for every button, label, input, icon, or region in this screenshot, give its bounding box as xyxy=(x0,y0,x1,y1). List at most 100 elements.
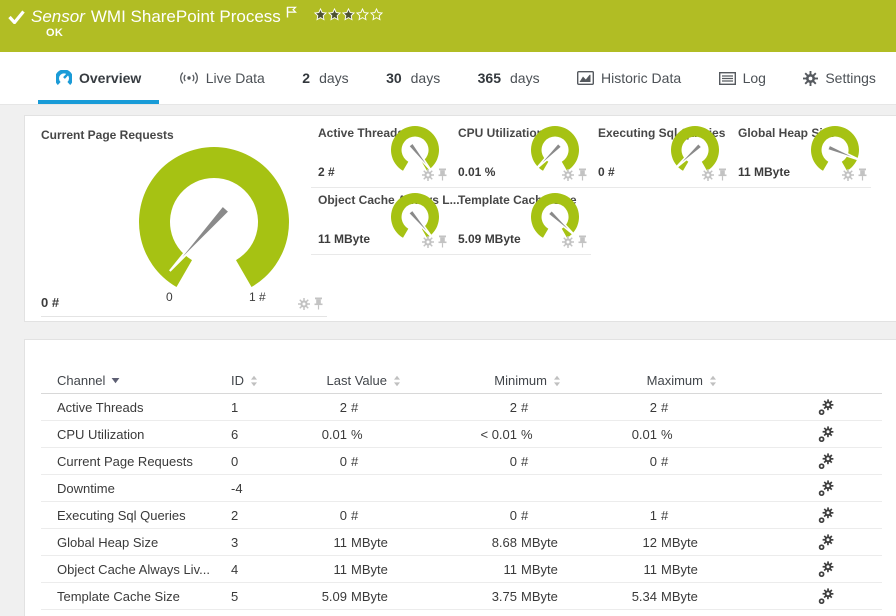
star-filled-icon[interactable] xyxy=(313,6,328,25)
maximum-number: 12 xyxy=(642,534,657,550)
minimum-unit: % xyxy=(521,426,533,442)
minimum-number: 0 xyxy=(509,453,517,469)
tab-label: Live Data xyxy=(205,70,265,86)
gauge xyxy=(528,123,582,182)
minimum-number: 8.68 xyxy=(491,534,517,550)
tab-label: Historic Data xyxy=(601,70,682,86)
maximum-number: 2 xyxy=(649,399,657,415)
gauge-title: Active Threads xyxy=(318,126,405,140)
maximum-unit: MByte xyxy=(661,534,698,550)
star-empty-icon[interactable] xyxy=(369,6,384,25)
overview-gauge-panel: Current Page Requests 0 1 # 0 # Active T… xyxy=(24,115,896,322)
gauge-pin-icon[interactable] xyxy=(718,168,727,186)
channel-name: Active Threads xyxy=(57,399,144,415)
gauge-pin-icon[interactable] xyxy=(578,235,587,253)
column-header-minimum[interactable]: Minimum xyxy=(401,373,561,388)
table-row: CPU Utilization 6 0.01% < 0.01% 0.01% xyxy=(41,421,882,448)
gauge xyxy=(528,190,582,249)
gauge-settings-gear-icon[interactable] xyxy=(422,235,434,253)
gauge-pin-icon[interactable] xyxy=(314,297,323,315)
gauge-pin-icon[interactable] xyxy=(438,235,447,253)
gear-icon xyxy=(803,70,819,86)
tab-days[interactable]: 365 days xyxy=(460,52,558,104)
gauge-actions xyxy=(842,168,867,186)
minimum-unit: MByte xyxy=(521,534,558,550)
channel-settings-icon[interactable] xyxy=(818,506,834,523)
table-row: Object Cache Always Liv... 4 11 MByte 11 MByt… xyxy=(41,556,882,583)
channel-settings-icon[interactable] xyxy=(818,587,834,604)
title-prefix: Sensor xyxy=(31,7,85,26)
tab-live-data[interactable]: Live Data xyxy=(161,52,283,104)
gauge-settings-gear-icon[interactable] xyxy=(702,168,714,186)
column-label: ID xyxy=(231,373,244,388)
gauge-cell-executing-sql-queries: Executing Sql Queries 0 # xyxy=(591,121,731,188)
tab-days[interactable]: 2 days xyxy=(284,52,366,104)
channel-name: Global Heap Size xyxy=(57,534,159,550)
column-header-channel[interactable]: Channel xyxy=(57,373,231,388)
star-filled-icon[interactable] xyxy=(341,6,356,25)
sort-both-icon xyxy=(250,375,258,387)
last-value-unit: MByte xyxy=(351,561,388,577)
gauge-icon xyxy=(56,70,72,86)
channel-settings-icon[interactable] xyxy=(818,425,834,442)
maximum-number: 1 xyxy=(649,507,657,523)
channel-settings-icon[interactable] xyxy=(818,479,834,496)
column-header-last-value[interactable]: Last Value xyxy=(291,373,401,388)
sensor-name: WMI SharePoint Process xyxy=(90,7,281,26)
gauge-actions xyxy=(562,168,587,186)
maximum-number: 11 xyxy=(643,561,658,577)
gauge-settings-gear-icon[interactable] xyxy=(842,168,854,186)
star-empty-icon[interactable] xyxy=(355,6,370,25)
channel-name: Object Cache Always Liv... xyxy=(57,561,210,577)
last-value-unit: # xyxy=(351,399,359,415)
table-row: Template Cache Size 5 5.09 MByte 3.75 MByte 5.… xyxy=(41,583,882,610)
last-value-number: 11 xyxy=(333,534,348,550)
tab-historic-data[interactable]: Historic Data xyxy=(559,52,699,104)
minimum-number: < 0.01 xyxy=(480,426,517,442)
gauge-value: 11 MByte xyxy=(318,232,371,246)
tab-settings[interactable]: Settings xyxy=(785,52,894,104)
primary-gauge-cell: Current Page Requests 0 1 # 0 # xyxy=(41,124,327,317)
maximum-number: 0.01 xyxy=(631,426,657,442)
last-value-number: 0 xyxy=(339,507,347,523)
gauge-cell-template-cache-size: Template Cache Size 5.09 MByte xyxy=(451,188,591,255)
gauge-settings-gear-icon[interactable] xyxy=(298,297,310,315)
gauge-actions xyxy=(562,235,587,253)
tab-log[interactable]: Log xyxy=(701,52,784,104)
channel-id: 4 xyxy=(231,561,239,577)
table-row: Executing Sql Queries 2 0 #0 #1 # xyxy=(41,502,882,529)
gauge-pin-icon[interactable] xyxy=(578,168,587,186)
channel-settings-icon[interactable] xyxy=(818,560,834,577)
flag-icon[interactable] xyxy=(286,3,297,22)
channel-settings-icon[interactable] xyxy=(818,398,834,415)
gauge-settings-gear-icon[interactable] xyxy=(562,235,574,253)
gauge xyxy=(668,123,722,182)
gauge-value: 11 MByte xyxy=(738,165,791,179)
column-label: Channel xyxy=(57,373,106,388)
channel-table: Channel ID Last Value Minimum Maximum Active … xyxy=(41,368,882,610)
tab-label: Log xyxy=(742,70,766,86)
channel-name: Template Cache Size xyxy=(57,588,180,604)
gauge-settings-gear-icon[interactable] xyxy=(562,168,574,186)
table-row: Global Heap Size 3 11 MByte 8.68 MByte 12 MByte xyxy=(41,529,882,556)
maximum-unit: MByte xyxy=(661,588,698,604)
last-value-number: 5.09 xyxy=(321,588,347,604)
star-filled-icon[interactable] xyxy=(327,6,342,25)
channel-settings-icon[interactable] xyxy=(818,533,834,550)
gauge-pin-icon[interactable] xyxy=(438,168,447,186)
tab-overview[interactable]: Overview xyxy=(38,52,160,104)
column-header-maximum[interactable]: Maximum xyxy=(561,373,717,388)
maximum-unit: % xyxy=(661,426,673,442)
tab-bar: Overview Live Data 2 days 30 days 365 days Histo… xyxy=(0,52,896,105)
gauge-value: 0 # xyxy=(598,165,615,179)
tab-days[interactable]: 30 days xyxy=(368,52,458,104)
gauge-settings-gear-icon[interactable] xyxy=(422,168,434,186)
column-label: Last Value xyxy=(326,373,387,388)
tab-label: days xyxy=(319,70,349,86)
column-header-id[interactable]: ID xyxy=(231,373,291,388)
gauge-pin-icon[interactable] xyxy=(858,168,867,186)
channel-settings-icon[interactable] xyxy=(818,452,834,469)
minimum-unit: # xyxy=(521,399,529,415)
tab-number: 30 xyxy=(386,70,402,86)
priority-stars[interactable] xyxy=(313,6,384,25)
